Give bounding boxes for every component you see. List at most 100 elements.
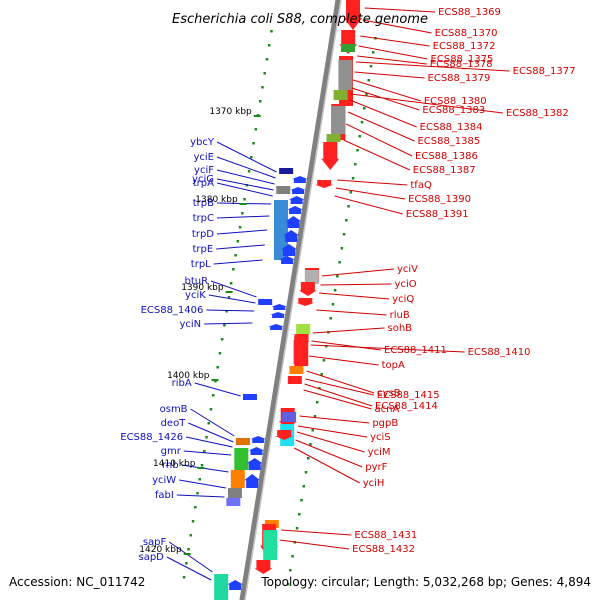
right-leader-line bbox=[337, 179, 408, 186]
right-gene-label: ECS88_1370 bbox=[435, 28, 498, 39]
left-leader-line bbox=[185, 436, 233, 448]
kbp-label: 1380 kbp bbox=[195, 195, 238, 205]
left-feature-arrow bbox=[279, 256, 296, 264]
kbp-tick bbox=[197, 467, 205, 469]
tick-dot bbox=[371, 51, 375, 54]
right-gene-label: ECS88_1431 bbox=[354, 530, 417, 541]
kbp-tick bbox=[253, 115, 261, 117]
right-gene-label: ECS88_1415 bbox=[377, 390, 440, 401]
tick-dot bbox=[331, 303, 335, 306]
left-gene-label: trpD bbox=[192, 229, 214, 240]
right-leader-line bbox=[295, 439, 363, 468]
left-feature-arrow bbox=[246, 458, 263, 470]
left-leader-line bbox=[216, 178, 274, 191]
right-feature-arrow bbox=[344, 0, 362, 30]
kbp-tick bbox=[183, 553, 191, 555]
right-gene-label: ECS88_1410 bbox=[468, 347, 531, 358]
right-gene-label: pyrF bbox=[365, 462, 387, 473]
left-leader-line bbox=[206, 309, 255, 312]
kbp-markers: 1370 kbp 1380 kbp 1390 kbp 1400 kbp 1410 kbp… bbox=[139, 107, 261, 555]
right-leader-line bbox=[364, 7, 436, 13]
right-gene-label: ECS88_1386 bbox=[415, 151, 478, 162]
left-feature-block bbox=[226, 498, 241, 506]
right-leader-line bbox=[356, 55, 427, 65]
tick-dot bbox=[365, 93, 368, 96]
left-feature-block bbox=[214, 574, 229, 600]
right-leader-line bbox=[297, 425, 368, 438]
kbp-label: 1420 kbp bbox=[139, 545, 182, 555]
left-gene-label: fabI bbox=[155, 490, 174, 501]
right-leader-line bbox=[319, 292, 390, 300]
right-leader-line bbox=[294, 447, 360, 484]
left-leader-line bbox=[216, 244, 265, 250]
tick-dot bbox=[229, 282, 233, 285]
right-leader-line bbox=[308, 355, 379, 366]
left-gene-label: yciF bbox=[194, 165, 214, 176]
left-feature-block bbox=[258, 299, 273, 305]
tick-dot bbox=[333, 289, 337, 292]
right-leader-line bbox=[350, 93, 503, 114]
left-feature-block bbox=[234, 448, 249, 470]
tick-dot bbox=[267, 44, 271, 47]
left-gene-label: sapF bbox=[143, 537, 167, 548]
left-feature-arrow bbox=[270, 312, 287, 318]
kbp-label: 1410 kbp bbox=[153, 459, 196, 469]
tick-dot bbox=[304, 471, 308, 474]
tick-dot bbox=[227, 296, 231, 299]
left-gene-label: btuR bbox=[184, 276, 208, 287]
right-gene-label: topA bbox=[382, 360, 405, 371]
left-gene-label: trpA bbox=[193, 178, 214, 189]
right-leader-line bbox=[358, 45, 428, 60]
left-feature-block bbox=[276, 186, 291, 194]
tick-dot bbox=[309, 443, 312, 446]
right-feature-block bbox=[340, 44, 355, 52]
right-feature-arrow bbox=[321, 142, 340, 170]
right-gene-label: ECS88_1378 bbox=[430, 59, 493, 70]
tick-dot bbox=[347, 205, 350, 208]
right-gene-label: ECS88_1380 bbox=[424, 96, 487, 107]
tick-dot bbox=[315, 401, 319, 404]
right-feature-block bbox=[333, 90, 348, 100]
right-feature-block bbox=[294, 336, 309, 366]
left-gene-label: trpL bbox=[191, 259, 211, 270]
right-leader-line bbox=[347, 111, 415, 142]
right-leader-line bbox=[360, 35, 430, 47]
left-gene-label: yciN bbox=[179, 319, 201, 330]
right-gene-label: yciM bbox=[368, 447, 391, 458]
left-gene-label: ECS88_1406 bbox=[141, 305, 204, 316]
left-feature-arrow bbox=[280, 244, 297, 256]
left-feature-arrow bbox=[291, 176, 308, 183]
tick-dot bbox=[311, 429, 314, 432]
left-leader-line bbox=[166, 556, 212, 581]
left-feature-block bbox=[230, 470, 245, 488]
left-gene-label: deoT bbox=[161, 418, 187, 429]
left-leader-line bbox=[216, 229, 268, 235]
tick-dot bbox=[185, 562, 188, 565]
left-leader-line bbox=[216, 215, 270, 219]
left-leader-line bbox=[216, 169, 275, 185]
left-leader-line bbox=[176, 494, 225, 498]
tick-dot bbox=[214, 380, 217, 383]
left-leader-line bbox=[188, 422, 234, 443]
tick-dot bbox=[340, 247, 344, 250]
summary-text: Topology: circular; Length: 5,032,268 bp… bbox=[260, 575, 591, 589]
tick-dot bbox=[369, 65, 373, 68]
left-feature-arrow bbox=[283, 230, 300, 242]
left-leader-line bbox=[181, 464, 229, 473]
right-leader-line bbox=[362, 19, 432, 34]
right-feature-arrow bbox=[298, 282, 317, 296]
right-feature-arrow bbox=[254, 560, 273, 574]
right-gene-label: ECS88_1377 bbox=[513, 66, 576, 77]
tick-dot bbox=[194, 506, 197, 509]
right-leader-line bbox=[281, 529, 352, 536]
tick-dot bbox=[363, 107, 366, 110]
kbp-tick bbox=[211, 379, 219, 381]
label-leaders bbox=[166, 7, 510, 581]
tick-dot bbox=[259, 100, 262, 103]
tick-dot bbox=[356, 149, 359, 152]
gene-features bbox=[214, 0, 362, 600]
left-gene-label: trpE bbox=[192, 244, 213, 255]
left-feature-block bbox=[235, 438, 250, 445]
right-leader-line bbox=[305, 378, 374, 396]
